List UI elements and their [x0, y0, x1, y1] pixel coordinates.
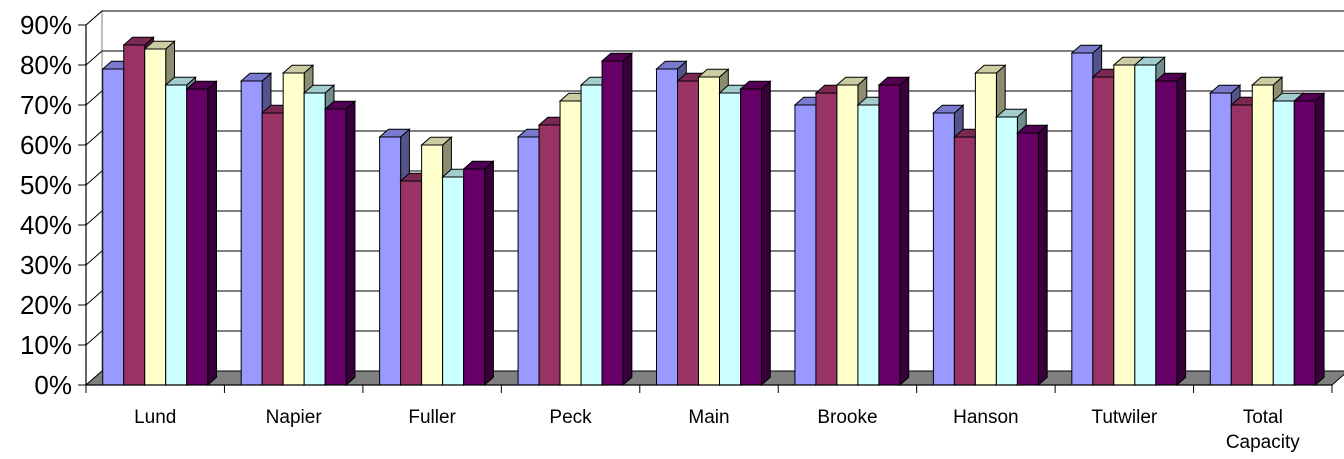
bar-front	[719, 92, 741, 386]
bar-front	[123, 44, 146, 386]
bar-side	[899, 76, 910, 387]
bar-front	[1134, 64, 1157, 386]
bar-front	[677, 80, 699, 386]
bar-side	[1037, 124, 1048, 387]
bar-front	[517, 136, 540, 386]
bar-front	[165, 84, 188, 386]
bar-front	[1251, 84, 1274, 386]
bar-front	[538, 124, 561, 386]
gridline	[85, 170, 1344, 186]
bar-front	[857, 104, 880, 386]
bar-front	[442, 176, 465, 386]
bar-front	[1092, 76, 1115, 386]
bar-front	[878, 84, 901, 386]
y-tick-label: 50%	[20, 170, 72, 200]
bar	[1292, 92, 1326, 387]
bar-front	[794, 104, 817, 386]
gridline	[85, 10, 1344, 26]
bar	[462, 160, 495, 387]
bar-front	[421, 144, 444, 386]
bar-front	[1272, 100, 1295, 386]
bar-front	[836, 84, 859, 386]
x-tick-label: Peck	[549, 407, 592, 428]
bar	[877, 76, 911, 387]
bar-front	[282, 72, 305, 386]
y-tick-label: 10%	[20, 330, 72, 360]
bar-front	[601, 60, 624, 386]
y-tick-label: 40%	[20, 210, 72, 240]
bar-side	[207, 80, 218, 387]
bar-side	[761, 80, 771, 387]
bar-side	[1176, 72, 1187, 387]
y-tick-label: 90%	[20, 10, 72, 40]
bar-front	[995, 116, 1018, 386]
y-tick-label: 30%	[20, 250, 72, 280]
bar-front	[1113, 64, 1136, 386]
bar-front	[1230, 104, 1253, 386]
gridline	[85, 330, 1344, 346]
bar-front	[324, 108, 347, 386]
y-tick-label: 60%	[20, 130, 72, 160]
bar-front	[953, 136, 976, 386]
x-tick-label: Main	[688, 407, 729, 428]
bar-front	[1016, 132, 1039, 386]
x-tick-label: Tutwiler	[1091, 407, 1157, 428]
x-tick-label: Total Capacity	[1226, 407, 1300, 453]
x-tick-label: Brooke	[817, 407, 877, 428]
bar-front	[580, 84, 603, 386]
bar-front	[240, 80, 263, 386]
bar-front	[303, 92, 326, 386]
bar-side	[1314, 92, 1325, 387]
bar	[600, 52, 634, 387]
gridline	[85, 250, 1344, 266]
bar-front	[261, 112, 284, 386]
x-tick-label: Lund	[134, 407, 176, 428]
bar	[185, 80, 218, 387]
y-tick-label: 80%	[20, 50, 72, 80]
side-wall	[85, 9, 103, 387]
bar-front	[1155, 80, 1178, 386]
bar	[323, 100, 357, 387]
bar-side	[622, 52, 633, 387]
x-axis-labels: Lund Napier Fuller Peck Main Brooke Hanson Tutw…	[134, 407, 1300, 453]
y-tick-label: 0%	[34, 370, 72, 400]
bar	[739, 80, 772, 387]
bar	[1154, 72, 1187, 387]
bar-front	[1293, 100, 1316, 386]
bar-front	[144, 48, 167, 386]
gridline	[85, 90, 1344, 106]
bar-side	[484, 160, 494, 387]
gridline	[85, 130, 1344, 146]
x-tick-label: Napier	[266, 407, 323, 428]
bar-front	[656, 68, 678, 386]
bar-front	[379, 136, 402, 386]
bar-front	[1071, 52, 1094, 386]
x-tick-label: Fuller	[408, 407, 456, 428]
y-tick-label: 20%	[20, 290, 72, 320]
bar-front	[698, 76, 720, 386]
gridline	[85, 210, 1344, 226]
bar-front	[186, 88, 209, 386]
bar-front	[1209, 92, 1232, 386]
x-tick-label: Hanson	[953, 407, 1019, 428]
gridline	[85, 50, 1344, 66]
bar-side	[345, 100, 356, 387]
bar-front	[463, 168, 486, 386]
y-axis-ticks: 0% 10% 20% 30% 40% 50% 60% 70% 80% 90%	[20, 10, 86, 400]
bar-front	[102, 68, 125, 386]
axes	[85, 25, 1333, 393]
gridlines	[85, 10, 1344, 346]
bars	[101, 36, 1326, 387]
bar-front	[815, 92, 838, 386]
y-tick-label: 70%	[20, 90, 72, 120]
gridline	[85, 290, 1344, 306]
bar	[1016, 124, 1049, 387]
bar-front	[932, 112, 955, 386]
bar-front	[740, 88, 762, 386]
bar-front	[400, 180, 423, 386]
bar-front	[559, 100, 582, 386]
bar-front	[974, 72, 997, 386]
